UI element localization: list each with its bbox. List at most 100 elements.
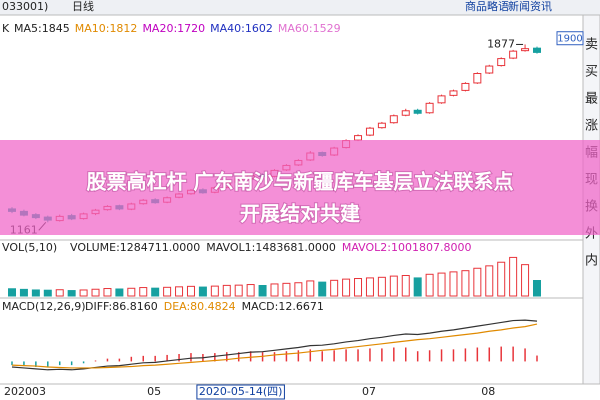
volume-bar <box>103 288 112 297</box>
volume-bar <box>342 278 351 297</box>
volume-bar <box>234 284 243 297</box>
candle-body <box>401 110 410 116</box>
side-label: 最 <box>585 92 598 107</box>
volume-bar <box>330 279 339 297</box>
macd-stat: DEA:80.4824 <box>164 300 236 313</box>
candle-body <box>473 73 482 84</box>
candle-body <box>509 50 518 59</box>
volume-bar <box>461 270 470 297</box>
volume-bar <box>318 281 327 297</box>
volume-stat: VOLUME:1284711.0000 <box>70 241 200 254</box>
macd-line <box>11 323 538 369</box>
volume-bar <box>354 278 363 297</box>
candle-body <box>389 115 398 124</box>
candle-body <box>485 65 494 74</box>
headline-banner <box>0 140 600 235</box>
candle-body <box>354 135 363 141</box>
stock-code: 033001) <box>2 0 48 13</box>
volume-bar <box>79 289 88 297</box>
volume-bar <box>31 289 40 297</box>
volume-bar <box>151 287 160 297</box>
x-tick-label: 202003 <box>4 385 46 398</box>
volume-bar <box>8 288 16 297</box>
macd-line <box>11 319 538 371</box>
candle-body <box>533 47 541 53</box>
volume-bar <box>282 282 291 297</box>
volume-bar <box>19 288 28 297</box>
price-tick-box <box>556 31 584 46</box>
volume-bar <box>186 285 195 297</box>
volume-bar <box>115 288 124 297</box>
cursor-date: 2020-05-14(四) <box>199 385 283 398</box>
cursor-box <box>196 384 285 400</box>
volume-stat: MAVOL2:1001807.8000 <box>342 241 472 254</box>
x-tick-label: 08 <box>481 385 495 398</box>
x-tick-label: 07 <box>362 385 376 398</box>
volume-bar <box>127 287 136 297</box>
volume-bar <box>401 275 410 297</box>
volume-bar <box>306 280 315 297</box>
volume-bar <box>55 289 64 297</box>
link[interactable]: 新闻资讯 <box>508 0 552 13</box>
volume-bar <box>258 285 267 297</box>
volume-bar <box>210 285 219 297</box>
volume-bar <box>425 273 434 297</box>
side-label: 卖 <box>585 38 598 53</box>
volume-bar <box>294 282 303 297</box>
volume-bar <box>509 256 518 297</box>
indicator-label: K <box>2 22 10 35</box>
candle-body <box>461 82 470 91</box>
volume-bar <box>473 267 482 297</box>
volume-bar <box>163 286 172 297</box>
volume-bar <box>521 264 530 297</box>
volume-stat: MAVOL1:1483681.0000 <box>206 241 336 254</box>
ma-label: MA40:1602 <box>210 22 273 35</box>
high-label: 1877 <box>487 37 515 50</box>
volume-bar <box>437 272 446 297</box>
top-bar <box>0 0 600 15</box>
candle-body <box>437 95 446 104</box>
ma-label: MA5:1845 <box>14 22 70 35</box>
ma-label: MA10:1812 <box>75 22 138 35</box>
candle-body <box>413 109 422 114</box>
volume-bar <box>449 271 458 297</box>
volume-label: VOL(5,10) <box>2 241 57 254</box>
volume-bar <box>91 288 100 297</box>
volume-bar <box>365 277 374 297</box>
ma-label: MA20:1720 <box>142 22 205 35</box>
y-tick-label: 1900 <box>557 34 582 45</box>
side-label: 买 <box>585 65 598 80</box>
volume-bar <box>485 265 494 297</box>
candle-body <box>497 58 506 67</box>
link[interactable]: 商品略语 <box>465 0 509 13</box>
macd-stat: DIFF:86.8160 <box>85 300 158 313</box>
volume-bar <box>175 286 184 297</box>
side-label: 涨 <box>585 119 598 134</box>
volume-bar <box>67 290 76 297</box>
volume-bar <box>533 280 541 297</box>
volume-bar <box>198 286 207 297</box>
volume-bar <box>377 276 386 297</box>
volume-bar <box>139 287 148 297</box>
headline-text: 开展结对共建 <box>240 202 360 226</box>
candle-body <box>449 90 458 96</box>
side-label: 内 <box>585 253 598 269</box>
ma-label: MA60:1529 <box>278 22 341 35</box>
volume-bar <box>497 261 506 297</box>
candle-body <box>365 127 374 136</box>
period: 日线 <box>72 0 94 13</box>
volume-bar <box>222 284 231 297</box>
volume-bar <box>246 284 255 297</box>
headline-text: 股票高杠杆 广东南沙与新疆库车基层立法联系点 <box>87 170 514 194</box>
candle-body <box>425 102 434 114</box>
x-tick-label: 05 <box>147 385 161 398</box>
candle-body <box>377 122 386 129</box>
volume-bar <box>43 289 52 297</box>
macd-stat: MACD:12.6671 <box>242 300 324 313</box>
candle-body <box>521 48 530 52</box>
volume-bar <box>270 283 279 297</box>
macd-label: MACD(12,26,9) <box>2 300 86 313</box>
volume-bar <box>413 277 422 297</box>
volume-bar <box>389 275 398 297</box>
